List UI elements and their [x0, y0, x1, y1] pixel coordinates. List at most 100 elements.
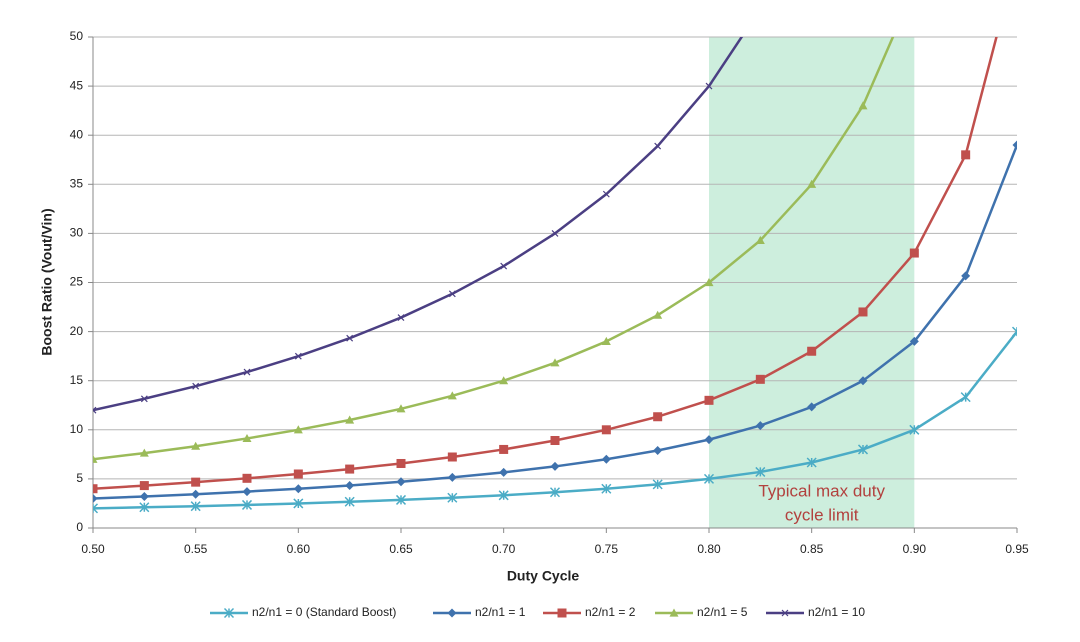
y-tick-label: 20	[70, 324, 84, 338]
x-tick-label: 0.85	[800, 542, 824, 556]
marker	[704, 395, 714, 405]
marker	[653, 310, 663, 319]
marker	[139, 448, 149, 457]
y-tick-label: 25	[70, 275, 84, 289]
x-tick-label: 0.50	[81, 542, 105, 556]
marker	[807, 402, 817, 412]
y-tick-label: 35	[70, 176, 84, 190]
legend-label: n2/n1 = 1	[475, 605, 526, 619]
marker	[293, 469, 303, 479]
marker	[447, 608, 457, 618]
marker	[550, 358, 560, 367]
marker	[1012, 140, 1017, 150]
marker	[755, 421, 765, 431]
marker	[191, 489, 201, 499]
marker	[601, 483, 612, 494]
marker	[192, 382, 200, 390]
y-axis-label: Boost Ratio (Vout/Vin)	[39, 208, 55, 355]
marker	[139, 502, 150, 513]
marker	[705, 82, 713, 90]
marker	[755, 374, 765, 384]
marker	[396, 458, 406, 468]
y-tick-label: 45	[70, 78, 84, 92]
x-tick-label: 0.95	[1005, 542, 1029, 556]
legend-label: n2/n1 = 0 (Standard Boost)	[252, 605, 396, 619]
marker	[653, 412, 663, 422]
marker	[500, 262, 508, 270]
marker	[345, 415, 355, 424]
marker	[345, 480, 355, 490]
marker	[781, 609, 789, 617]
marker	[397, 314, 405, 321]
plot-area	[93, 6, 1017, 514]
marker	[294, 352, 302, 360]
marker	[93, 494, 98, 504]
marker	[448, 290, 456, 298]
marker	[395, 494, 407, 505]
marker	[757, 6, 763, 12]
marker	[601, 425, 611, 435]
region-label: cycle limit	[785, 505, 859, 524]
y-tick-label: 40	[70, 127, 84, 141]
marker	[447, 391, 457, 400]
legend-marker	[557, 608, 567, 618]
marker	[704, 435, 714, 445]
marker	[601, 454, 611, 464]
x-tick-label: 0.80	[697, 542, 721, 556]
marker	[242, 473, 252, 483]
marker	[190, 501, 201, 512]
marker	[223, 607, 235, 619]
marker	[857, 444, 869, 455]
marker	[93, 406, 97, 414]
marker	[344, 496, 355, 507]
marker	[960, 392, 971, 403]
marker	[601, 336, 611, 346]
marker	[139, 491, 149, 501]
y-tick-label: 30	[70, 226, 84, 240]
marker	[447, 492, 458, 503]
marker	[550, 436, 560, 446]
marker	[447, 472, 457, 482]
marker	[806, 457, 817, 468]
x-tick-label: 0.60	[287, 542, 311, 556]
x-tick-label: 0.55	[184, 542, 208, 556]
marker	[704, 278, 714, 287]
marker	[499, 467, 509, 477]
marker	[293, 484, 303, 494]
marker	[858, 307, 868, 317]
marker	[1011, 326, 1017, 337]
series-line	[93, 37, 744, 412]
marker	[755, 235, 765, 244]
legend-label: n2/n1 = 5	[697, 605, 748, 619]
legend-marker	[447, 608, 457, 618]
marker	[602, 190, 610, 198]
legend-label: n2/n1 = 2	[585, 605, 636, 619]
marker	[93, 454, 98, 463]
marker	[550, 461, 560, 471]
y-tick-label: 5	[76, 471, 83, 485]
legend-marker	[669, 608, 679, 617]
marker	[654, 142, 662, 150]
y-tick-label: 50	[70, 29, 84, 43]
marker	[242, 487, 252, 497]
marker	[669, 608, 679, 617]
marker	[346, 334, 354, 342]
marker	[293, 425, 303, 434]
marker	[807, 179, 817, 188]
marker	[139, 481, 149, 491]
marker	[858, 376, 868, 386]
marker	[191, 441, 201, 450]
x-tick-label: 0.70	[492, 542, 516, 556]
marker	[242, 433, 252, 443]
legend-label: n2/n1 = 10	[808, 605, 865, 619]
marker	[140, 395, 148, 403]
x-tick-label: 0.75	[595, 542, 619, 556]
marker	[93, 503, 99, 514]
marker	[499, 376, 509, 385]
marker	[345, 464, 355, 474]
x-tick-label: 0.90	[903, 542, 927, 556]
marker	[191, 477, 201, 487]
marker	[652, 479, 663, 490]
marker	[551, 229, 559, 237]
